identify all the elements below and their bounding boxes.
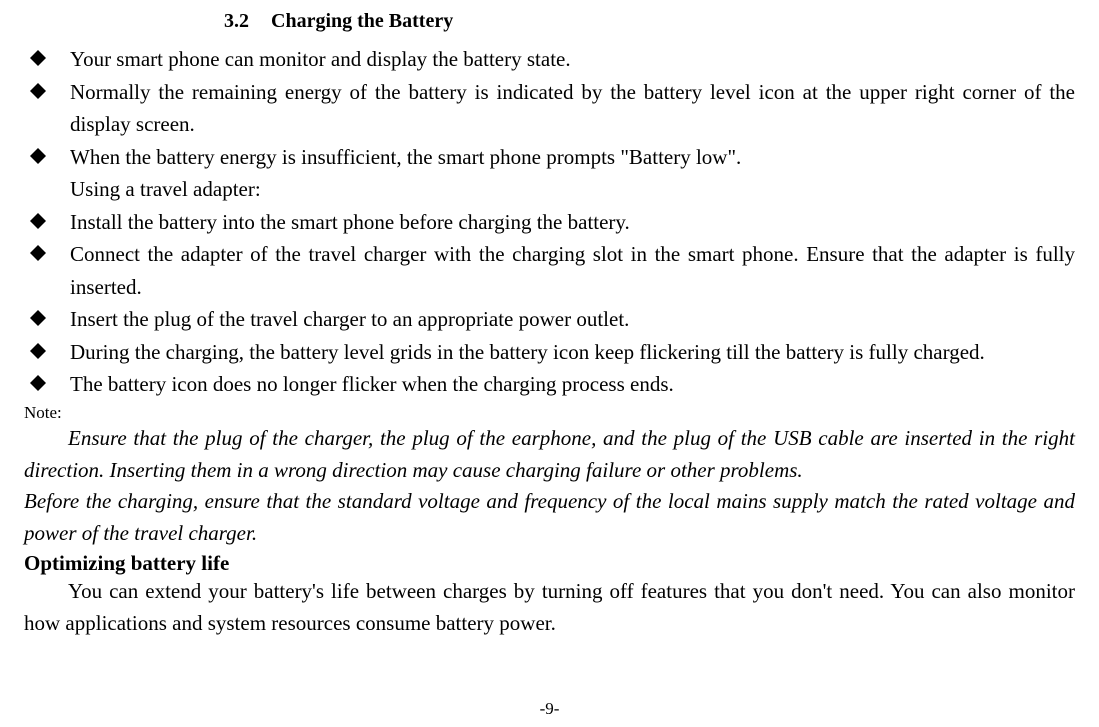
note-label: Note:: [24, 403, 1075, 423]
bullet-text: Your smart phone can monitor and display…: [70, 47, 571, 71]
diamond-icon: [30, 343, 46, 359]
bullet-text: Insert the plug of the travel charger to…: [70, 307, 629, 331]
bullet-text: Connect the adapter of the travel charge…: [70, 242, 1075, 299]
bullet-text: During the charging, the battery level g…: [70, 340, 985, 364]
diamond-icon: [30, 50, 46, 66]
list-item: The battery icon does no longer flicker …: [24, 368, 1075, 401]
diamond-icon: [30, 310, 46, 326]
list-item: Your smart phone can monitor and display…: [24, 43, 1075, 76]
note-para-1: Ensure that the plug of the charger, the…: [24, 423, 1075, 486]
list-item: Insert the plug of the travel charger to…: [24, 303, 1075, 336]
optimize-body: You can extend your battery's life betwe…: [24, 576, 1075, 639]
section-title: Charging the Battery: [271, 10, 453, 32]
section-number: 3.2: [224, 10, 249, 32]
list-item: Connect the adapter of the travel charge…: [24, 238, 1075, 303]
bullet-text: The battery icon does no longer flicker …: [70, 372, 674, 396]
bullet-text: Install the battery into the smart phone…: [70, 210, 630, 234]
list-item: Normally the remaining energy of the bat…: [24, 76, 1075, 141]
diamond-icon: [30, 245, 46, 261]
diamond-icon: [30, 83, 46, 99]
diamond-icon: [30, 213, 46, 229]
section-heading: 3.2 Charging the Battery: [224, 10, 1075, 33]
diamond-icon: [30, 375, 46, 391]
bullet-text: Normally the remaining energy of the bat…: [70, 80, 1075, 137]
note-body-2: Before the charging, ensure that the sta…: [24, 486, 1075, 549]
page-number: -9-: [0, 699, 1099, 719]
bullet-text: When the battery energy is insufficient,…: [70, 145, 741, 169]
bullet-list: Your smart phone can monitor and display…: [24, 43, 1075, 401]
list-item: During the charging, the battery level g…: [24, 336, 1075, 369]
diamond-icon: [30, 148, 46, 164]
optimize-heading: Optimizing battery life: [24, 551, 1075, 576]
list-item: Install the battery into the smart phone…: [24, 206, 1075, 239]
list-item: When the battery energy is insufficient,…: [24, 141, 1075, 206]
sub-line: Using a travel adapter:: [70, 173, 1075, 206]
note-body-1: Ensure that the plug of the charger, the…: [24, 423, 1075, 486]
